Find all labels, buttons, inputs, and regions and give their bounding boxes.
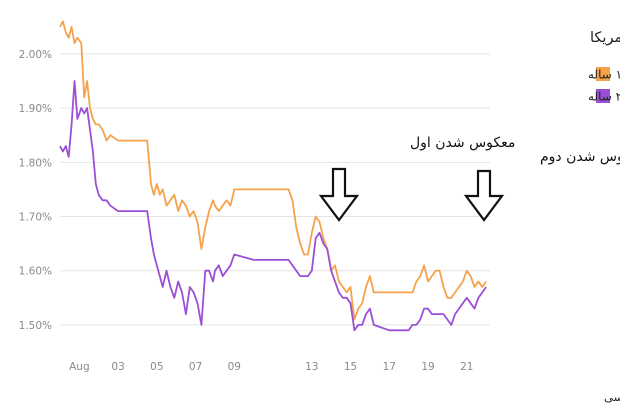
annotation-first-inversion: معکوس شدن اول bbox=[318, 135, 515, 222]
down-arrow-icon bbox=[463, 169, 505, 222]
x-tick-label: 03 bbox=[111, 361, 124, 373]
y-tick-label: 2.00% bbox=[19, 49, 52, 61]
y-tick-label: 1.60% bbox=[19, 266, 52, 278]
x-tick-label: Aug bbox=[69, 361, 90, 373]
annotation-second-inversion: معکوس شدن دوم bbox=[463, 149, 620, 222]
chart-title: منحنی سود اوراق خزانه داری آمریکا bbox=[590, 28, 620, 46]
legend-label-10-year: سود اوراق ۱۰ ساله bbox=[588, 68, 620, 83]
legend-label-2-year: سود اوراق ۲ ساله bbox=[588, 90, 620, 105]
y-tick-label: 1.70% bbox=[19, 212, 52, 224]
down-arrow-icon bbox=[318, 167, 360, 222]
legend-swatch-10-year bbox=[596, 67, 610, 81]
y-tick-label: 1.90% bbox=[19, 103, 52, 115]
chart-grid bbox=[60, 53, 490, 326]
x-tick-label: 05 bbox=[150, 361, 163, 373]
x-tick-label: 21 bbox=[460, 361, 473, 373]
y-tick-label: 1.50% bbox=[19, 320, 52, 332]
x-tick-label: 15 bbox=[344, 361, 357, 373]
series-line-10-year bbox=[59, 20, 487, 321]
y-tick-label: 1.80% bbox=[19, 157, 52, 169]
annotation-second-inversion-label: معکوس شدن دوم bbox=[540, 149, 620, 165]
x-tick-label: 09 bbox=[228, 361, 241, 373]
x-tick-label: 19 bbox=[421, 361, 434, 373]
legend-swatch-2-year bbox=[596, 89, 610, 103]
source-credit: منبع: فکست - سی‌ان‌بی‌سی bbox=[604, 390, 620, 404]
series-line-2-year bbox=[59, 80, 487, 332]
x-tick-label: 07 bbox=[189, 361, 202, 373]
x-tick-label: 13 bbox=[305, 361, 318, 373]
series-lines bbox=[59, 20, 487, 332]
x-tick-label: 17 bbox=[383, 361, 396, 373]
x-axis-ticks: Aug 03 05 07 09 13 15 17 19 21 bbox=[69, 361, 473, 373]
legend: سود اوراق ۱۰ ساله سود اوراق ۲ ساله bbox=[588, 67, 620, 105]
annotation-first-inversion-label: معکوس شدن اول bbox=[410, 135, 515, 151]
y-axis-ticks: 1.50% 1.60% 1.70% 1.80% 1.90% 2.00% bbox=[19, 49, 52, 332]
